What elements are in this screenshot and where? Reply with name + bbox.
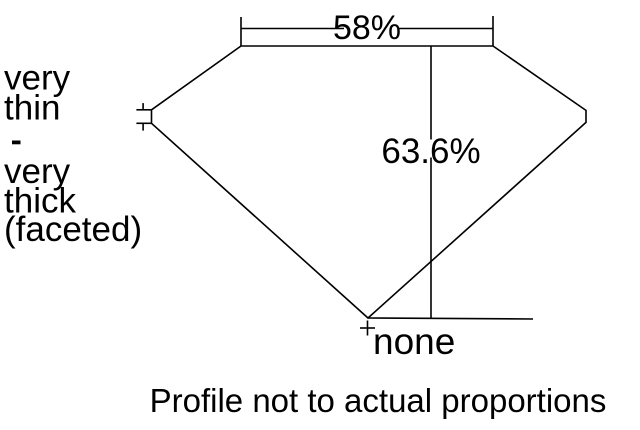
svg-text:Profile not to actual proporti: Profile not to actual proportions	[150, 382, 607, 419]
svg-text:58%: 58%	[333, 9, 401, 47]
svg-text:none: none	[373, 321, 455, 362]
svg-text:63.6%: 63.6%	[381, 132, 480, 171]
svg-text:(faceted): (faceted)	[4, 210, 142, 249]
svg-text:thin: thin	[4, 89, 60, 128]
